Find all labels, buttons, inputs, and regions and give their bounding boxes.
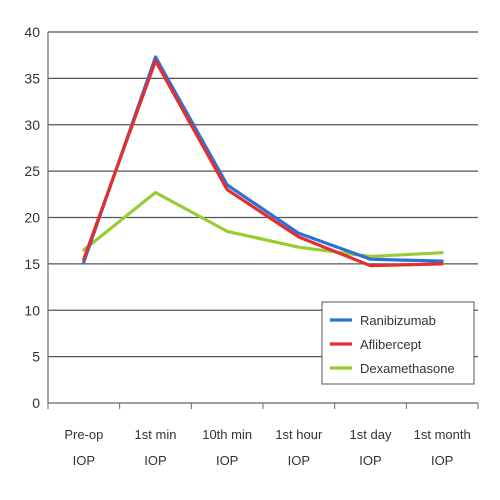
x-tick-label: 10th min IOP	[202, 427, 252, 468]
x-tick-label: 1st min IOP	[135, 427, 177, 468]
x-tick-label: Pre-op IOP	[64, 427, 103, 468]
legend-label: Ranibizumab	[360, 313, 436, 328]
x-tick-label: 1st month IOP	[414, 427, 471, 468]
y-tick-label: 25	[24, 163, 40, 179]
x-tick-label: 1st day IOP	[350, 427, 392, 468]
y-tick-label: 0	[32, 395, 40, 411]
y-tick-label: 10	[24, 302, 40, 318]
legend-label: Aflibercept	[360, 337, 422, 352]
y-tick-label: 15	[24, 256, 40, 272]
y-tick-label: 35	[24, 70, 40, 86]
y-tick-labels: 0 5 10 15 20 25 30 35 40	[24, 24, 40, 411]
x-tick-label: 1st hour IOP	[275, 427, 323, 468]
y-tick-label: 20	[24, 210, 40, 226]
legend: Ranibizumab Aflibercept Dexamethasone	[321, 301, 475, 385]
series-lines	[82, 55, 444, 268]
gridlines	[48, 31, 478, 358]
y-tick-label: 30	[24, 117, 40, 133]
series-line-ranibizumab	[82, 55, 444, 264]
series-line-aflibercept	[82, 59, 444, 268]
series-line-dexamethasone	[82, 190, 444, 259]
x-tick-labels: Pre-op IOP 1st min IOP 10th min IOP 1st hour IO…	[47, 403, 479, 468]
y-tick-label: 5	[32, 349, 40, 365]
legend-label: Dexamethasone	[360, 361, 455, 376]
y-tick-label: 40	[24, 24, 40, 40]
